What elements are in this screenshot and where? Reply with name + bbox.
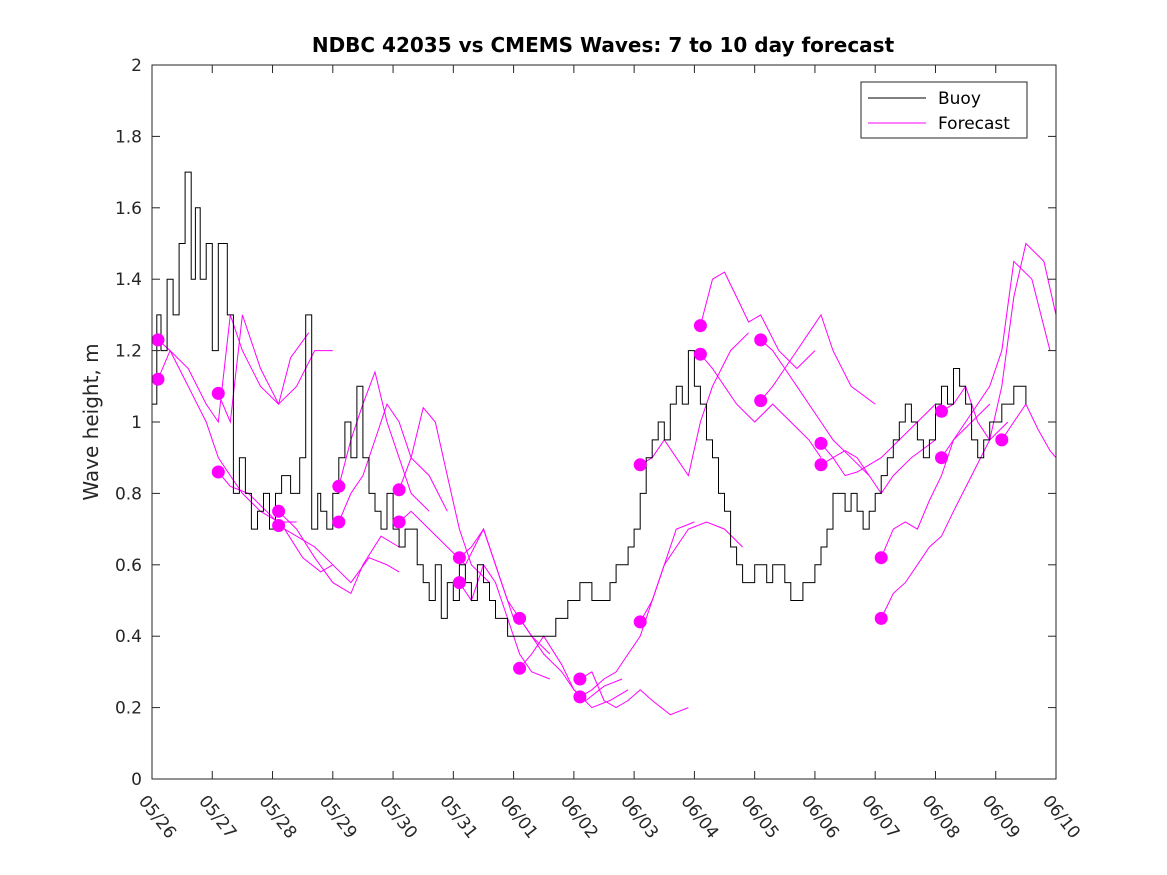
x-tick-label: 06/03 bbox=[616, 792, 662, 843]
forecast-line-24 bbox=[880, 403, 991, 558]
forecast-marker-27 bbox=[935, 451, 948, 465]
forecast-line-19 bbox=[700, 353, 822, 458]
forecast-marker-17 bbox=[633, 615, 647, 629]
forecast-marker-4 bbox=[272, 504, 286, 518]
forecast-marker-10 bbox=[452, 551, 466, 565]
x-tick-label: 05/29 bbox=[315, 792, 361, 843]
forecast-line-9 bbox=[398, 510, 515, 619]
forecast-line-15 bbox=[579, 521, 695, 698]
forecast-line-12 bbox=[519, 618, 623, 702]
buoy-line bbox=[152, 171, 1027, 637]
forecast-line-20 bbox=[760, 339, 870, 476]
forecast-marker-7 bbox=[332, 515, 346, 529]
x-tick-label: 06/01 bbox=[496, 792, 542, 843]
forecast-marker-3 bbox=[211, 465, 225, 479]
forecast-marker-6 bbox=[332, 479, 346, 493]
forecast-line-11 bbox=[458, 563, 550, 680]
forecast-marker-1 bbox=[151, 372, 165, 386]
forecast-marker-20 bbox=[754, 333, 768, 347]
forecast-line-5 bbox=[278, 525, 400, 584]
x-tick-label: 05/31 bbox=[435, 792, 481, 843]
y-tick-label: 0.6 bbox=[115, 556, 142, 576]
forecast-marker-21 bbox=[754, 394, 768, 408]
x-tick-label: 05/26 bbox=[134, 792, 180, 843]
forecast-marker-25 bbox=[874, 611, 888, 625]
y-axis-label: Wave height, m bbox=[79, 343, 103, 500]
forecast-line-10 bbox=[459, 527, 551, 655]
plot-area bbox=[151, 171, 1056, 716]
forecast-marker-19 bbox=[693, 347, 707, 361]
y-tick-label: 0.8 bbox=[115, 484, 142, 504]
forecast-line-4 bbox=[278, 510, 400, 595]
forecast-marker-23 bbox=[814, 458, 828, 472]
y-tick-label: 1.2 bbox=[115, 342, 142, 362]
x-tick-label: 05/27 bbox=[194, 792, 240, 843]
y-tick-label: 0 bbox=[131, 770, 142, 790]
y-tick-label: 0.2 bbox=[115, 699, 142, 719]
forecast-marker-15 bbox=[573, 690, 587, 704]
forecast-marker-2 bbox=[211, 386, 225, 400]
x-tick-label: 06/09 bbox=[978, 792, 1024, 843]
forecast-marker-8 bbox=[392, 483, 406, 497]
y-tick-label: 1.8 bbox=[115, 127, 142, 147]
forecast-marker-13 bbox=[513, 661, 527, 675]
forecast-marker-22 bbox=[814, 436, 828, 450]
forecast-line-22 bbox=[820, 403, 936, 477]
forecast-marker-28 bbox=[995, 433, 1009, 447]
forecast-line-8 bbox=[398, 406, 490, 583]
forecast-line-18 bbox=[699, 271, 816, 370]
axes: 0 0.2 0.4 0.6 0.8 1 1.2 1.4 1.6 1.8 2 05/26 05/27 05/… bbox=[115, 56, 1084, 843]
forecast-line-16 bbox=[639, 332, 749, 477]
forecast-marker-18 bbox=[693, 319, 707, 333]
x-tick-label: 06/04 bbox=[676, 792, 722, 843]
forecast-marker-16 bbox=[633, 458, 647, 472]
x-tick-label: 05/28 bbox=[255, 792, 301, 843]
x-tick-label: 06/07 bbox=[857, 792, 903, 843]
legend: Buoy Forecast bbox=[860, 81, 1028, 139]
forecast-marker-11 bbox=[452, 576, 466, 590]
x-tick-label: 06/08 bbox=[918, 792, 964, 843]
forecast-line-27 bbox=[941, 260, 1051, 458]
y-tick-label: 1 bbox=[131, 413, 142, 433]
y-tick-label: 1.6 bbox=[115, 199, 142, 219]
forecast-marker-9 bbox=[392, 515, 406, 529]
forecast-line-23 bbox=[820, 439, 936, 495]
x-tick-label: 06/05 bbox=[737, 792, 783, 843]
forecast-marker-24 bbox=[874, 551, 888, 565]
x-tick-label: 06/06 bbox=[797, 792, 843, 843]
forecast-line-17 bbox=[639, 521, 743, 623]
forecast-line-7 bbox=[338, 402, 448, 523]
forecast-line-21 bbox=[760, 313, 876, 405]
y-tick-label: 2 bbox=[131, 56, 142, 76]
x-tick-label: 05/30 bbox=[375, 792, 421, 843]
forecast-line-28 bbox=[1001, 403, 1056, 459]
y-tick-label: 0.4 bbox=[115, 627, 142, 647]
legend-buoy-label: Buoy bbox=[938, 89, 981, 109]
forecast-marker-26 bbox=[935, 404, 948, 418]
x-tick-label: 06/02 bbox=[556, 792, 602, 843]
forecast-marker-12 bbox=[513, 611, 527, 625]
forecast-line-25 bbox=[880, 421, 1009, 619]
forecast-marker-5 bbox=[272, 519, 286, 532]
forecast-line-26 bbox=[941, 242, 1056, 442]
chart-title: NDBC 42035 vs CMEMS Waves: 7 to 10 day f… bbox=[312, 33, 895, 57]
legend-forecast-label: Forecast bbox=[938, 114, 1010, 134]
y-tick-label: 1.4 bbox=[115, 270, 142, 290]
x-tick-label: 06/10 bbox=[1038, 792, 1084, 843]
forecast-line-14 bbox=[579, 671, 689, 716]
axes-box bbox=[151, 64, 1057, 780]
forecast-marker-0 bbox=[151, 333, 165, 347]
forecast-marker-14 bbox=[573, 672, 587, 686]
forecast-line-6 bbox=[338, 370, 430, 512]
legend-box bbox=[860, 81, 1028, 139]
